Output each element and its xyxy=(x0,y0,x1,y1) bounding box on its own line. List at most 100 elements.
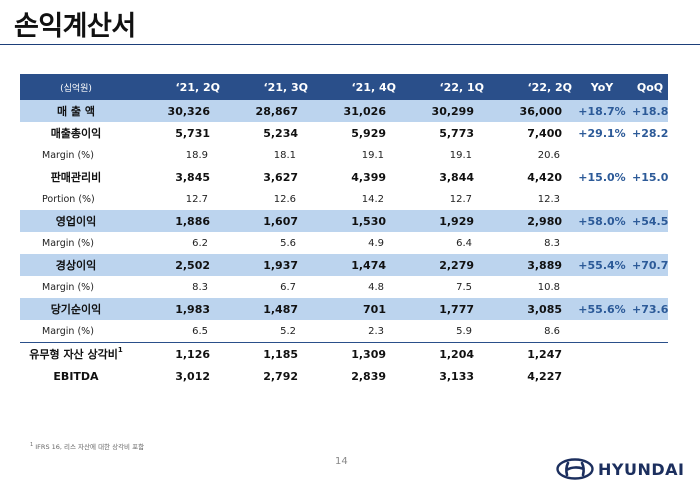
row-label-text: 당기순이익 xyxy=(50,303,102,316)
value-cell: 12.7 xyxy=(449,193,472,205)
yoy-cell: +29.1% xyxy=(578,126,626,140)
value-cell: 5.6 xyxy=(280,237,296,249)
yoy-cell xyxy=(572,320,632,343)
value-cell: 1,487 xyxy=(220,298,308,320)
value-cell: 2,980 xyxy=(484,210,572,232)
value-cell: 6.4 xyxy=(456,237,472,249)
row-label: 경상이익 xyxy=(20,254,132,276)
value-cell: 19.1 xyxy=(361,149,384,161)
yoy-cell xyxy=(572,343,632,366)
table-row: 매출총이익 5,731 5,234 5,929 5,773 7,400 +29.1% +28.… xyxy=(20,122,668,144)
value-cell: 4.8 xyxy=(368,281,384,293)
table-row: Margin (%) 18.9 18.1 19.1 19.1 20.6 xyxy=(20,144,668,166)
row-label-text: 판매관리비 xyxy=(50,171,102,184)
row-label: 영업이익 xyxy=(20,210,132,232)
row-label-text: Portion (%) xyxy=(42,193,95,205)
qoq-cell xyxy=(632,365,668,387)
row-label: Margin (%) xyxy=(20,276,132,298)
hyundai-logo-icon xyxy=(556,458,594,480)
value-cell: 1,777 xyxy=(396,298,484,320)
qoq-cell: +54.5% xyxy=(632,210,668,232)
table-row: EBITDA 3,012 2,792 2,839 3,133 4,227 xyxy=(20,365,668,387)
table-row: Margin (%) 6.5 5.2 2.3 5.9 8.6 xyxy=(20,320,668,343)
value-cell: 5,731 xyxy=(175,126,210,140)
table-row: 영업이익 1,886 1,607 1,530 1,929 2,980 +58.0% +54.5… xyxy=(20,210,668,232)
value-cell: 4,399 xyxy=(351,170,386,184)
qoq-cell: +28.2% xyxy=(632,126,668,140)
header-cell: ‘21, 4Q xyxy=(308,74,396,100)
value-cell: 12.7 xyxy=(185,193,208,205)
value-cell: 20.6 xyxy=(537,149,560,161)
header-cell-yoy: YoY xyxy=(572,74,632,100)
value-cell: 5.2 xyxy=(220,320,308,343)
table-row: 매 출 액 30,326 28,867 31,026 30,299 36,000 +18.7… xyxy=(20,100,668,122)
table-row: 유무형 자산 상각비1 1,126 1,185 1,309 1,204 1,247 xyxy=(20,343,668,366)
value-cell: 1,474 xyxy=(308,254,396,276)
row-label: 유무형 자산 상각비1 xyxy=(20,343,132,366)
value-cell: 5.9 xyxy=(396,320,484,343)
yoy-cell xyxy=(572,188,632,210)
value-cell: 4.9 xyxy=(368,237,384,249)
row-label: Margin (%) xyxy=(20,144,132,166)
qoq-cell xyxy=(632,276,668,298)
row-label-text: 경상이익 xyxy=(55,259,97,272)
value-cell: 1,929 xyxy=(396,210,484,232)
value-cell: 5,773 xyxy=(439,126,474,140)
value-cell: 30,299 xyxy=(396,100,484,122)
value-cell: 4,420 xyxy=(527,170,562,184)
row-label: EBITDA xyxy=(20,365,132,387)
value-cell: 1,937 xyxy=(220,254,308,276)
value-cell: 5,234 xyxy=(263,126,298,140)
value-cell: 4,227 xyxy=(527,369,562,383)
row-label-text: 매 출 액 xyxy=(56,105,96,118)
header-cell: ‘22, 1Q xyxy=(396,74,484,100)
row-label: 매출총이익 xyxy=(20,122,132,144)
value-cell: 3,085 xyxy=(484,298,572,320)
value-cell: 31,026 xyxy=(308,100,396,122)
value-cell: 14.2 xyxy=(361,193,384,205)
value-cell: 3,845 xyxy=(175,170,210,184)
page-number: 14 xyxy=(335,456,348,467)
row-label-text: 영업이익 xyxy=(55,215,97,228)
value-cell: 6.5 xyxy=(132,320,220,343)
value-cell: 7,400 xyxy=(527,126,562,140)
value-cell: 3,627 xyxy=(263,170,298,184)
table-row: 경상이익 2,502 1,937 1,474 2,279 3,889 +55.4% +70.7… xyxy=(20,254,668,276)
value-cell: 19.1 xyxy=(449,149,472,161)
hyundai-logo: HYUNDAI xyxy=(556,456,696,482)
value-cell: 1,530 xyxy=(308,210,396,232)
value-cell: 1,185 xyxy=(263,347,298,361)
yoy-cell xyxy=(572,276,632,298)
footnote: 1 IFRS 16, 리스 자산에 대한 상각비 포함 xyxy=(30,441,144,451)
row-label-text: Margin (%) xyxy=(42,149,94,161)
row-label-text: Margin (%) xyxy=(42,237,94,249)
header-cell-qoq: QoQ xyxy=(632,74,668,100)
value-cell: 1,247 xyxy=(527,347,562,361)
table-header-row: (십억원) ‘21, 2Q ‘21, 3Q ‘21, 4Q ‘22, 1Q ‘2… xyxy=(20,74,668,100)
unit-label: (십억원) xyxy=(20,74,132,100)
yoy-cell: +55.6% xyxy=(572,298,632,320)
value-cell: 5,929 xyxy=(351,126,386,140)
value-cell: 8.3 xyxy=(544,237,560,249)
logo-wordmark: HYUNDAI xyxy=(598,459,685,479)
footnote-marker: 1 xyxy=(30,441,34,448)
value-cell: 8.6 xyxy=(484,320,572,343)
qoq-cell xyxy=(632,232,668,254)
value-cell: 2,839 xyxy=(351,369,386,383)
qoq-cell: +70.7% xyxy=(632,254,668,276)
value-cell: 28,867 xyxy=(220,100,308,122)
value-cell: 3,133 xyxy=(439,369,474,383)
value-cell: 6.7 xyxy=(280,281,296,293)
qoq-cell: +73.6% xyxy=(632,298,668,320)
value-cell: 8.3 xyxy=(192,281,208,293)
yoy-cell: +55.4% xyxy=(572,254,632,276)
value-cell: 3,012 xyxy=(175,369,210,383)
table-row: Portion (%) 12.7 12.6 14.2 12.7 12.3 xyxy=(20,188,668,210)
income-statement-table: (십억원) ‘21, 2Q ‘21, 3Q ‘21, 4Q ‘22, 1Q ‘2… xyxy=(20,74,668,387)
value-cell: 1,607 xyxy=(220,210,308,232)
yoy-cell xyxy=(572,232,632,254)
qoq-cell: +15.0% xyxy=(632,170,668,184)
qoq-cell xyxy=(632,343,668,366)
value-cell: 2,279 xyxy=(396,254,484,276)
value-cell: 1,983 xyxy=(132,298,220,320)
